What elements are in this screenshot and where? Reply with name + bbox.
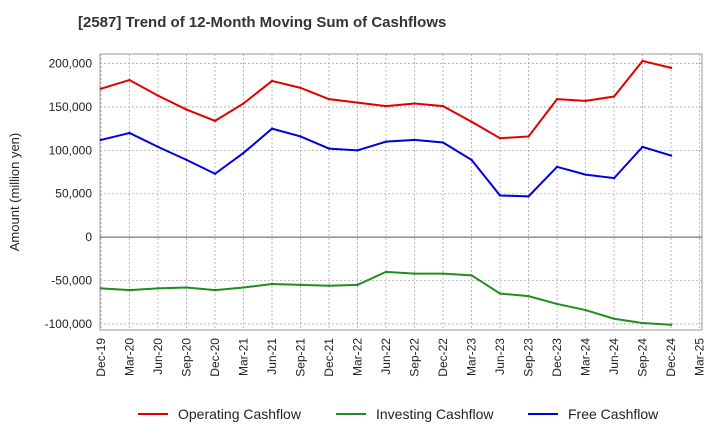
data-point [669, 323, 673, 326]
legend-label: Free Cashflow [568, 406, 659, 422]
x-tick-label: Sep-24 [636, 338, 650, 377]
data-point [555, 97, 559, 101]
data-point [99, 138, 103, 142]
data-point [128, 131, 131, 135]
data-point [584, 308, 587, 312]
data-point [441, 104, 445, 108]
data-point [128, 288, 131, 292]
y-tick-label: 50,000 [55, 187, 92, 201]
data-point [498, 136, 502, 140]
x-tick-label: Sep-20 [180, 338, 194, 377]
data-point [555, 165, 559, 169]
x-tick-label: Mar-25 [693, 338, 707, 376]
data-point [185, 108, 188, 111]
data-point [327, 147, 331, 150]
data-point [612, 317, 616, 320]
data-point [213, 288, 217, 292]
data-point [641, 321, 644, 325]
data-point [555, 302, 559, 306]
x-tick-label: Sep-23 [522, 338, 536, 377]
data-point [213, 119, 217, 123]
data-point [327, 284, 331, 287]
data-point [470, 158, 473, 162]
y-tick-label: -100,000 [45, 317, 93, 331]
x-tick-label: Dec-20 [208, 338, 222, 377]
x-tick-label: Jun-21 [265, 338, 279, 375]
y-tick-label: 200,000 [49, 57, 93, 71]
y-axis-title: Amount (million yen) [7, 133, 22, 252]
data-point [213, 172, 217, 175]
x-tick-label: Sep-21 [294, 338, 308, 377]
data-point [242, 102, 245, 105]
data-point [470, 274, 473, 277]
y-tick-label: 0 [85, 230, 92, 244]
chart-title: [2587] Trend of 12-Month Moving Sum of C… [78, 14, 447, 31]
x-tick-label: Jun-24 [607, 338, 621, 375]
x-tick-label: Jun-20 [151, 338, 165, 375]
data-point [413, 272, 416, 275]
x-tick-label: Dec-24 [664, 338, 678, 377]
data-point [498, 292, 502, 295]
data-point [356, 101, 359, 104]
data-point [584, 173, 587, 176]
y-tick-label: 150,000 [49, 100, 93, 114]
x-tick-label: Mar-22 [351, 338, 365, 376]
data-point [441, 272, 445, 275]
x-tick-label: Dec-23 [550, 338, 564, 377]
data-point [156, 145, 160, 149]
legend-label: Investing Cashflow [376, 406, 494, 422]
x-tick-label: Jun-22 [379, 338, 393, 375]
data-point [641, 145, 644, 149]
legend-label: Operating Cashflow [178, 406, 302, 422]
data-point [384, 104, 388, 108]
data-point [185, 286, 188, 289]
data-point [669, 66, 673, 70]
data-point [299, 86, 302, 90]
plot-area [99, 53, 703, 331]
data-point [128, 78, 131, 82]
data-point [356, 283, 359, 287]
x-tick-label: Dec-19 [94, 338, 108, 377]
data-point [99, 87, 103, 90]
data-point [384, 270, 388, 274]
data-point [185, 158, 188, 162]
x-tick-label: Jun-23 [493, 338, 507, 375]
data-point [584, 99, 587, 103]
data-point [156, 94, 160, 97]
data-point [413, 138, 416, 142]
data-point [299, 135, 302, 138]
data-point [498, 194, 502, 197]
x-tick-label: Mar-24 [579, 338, 593, 376]
data-point [441, 141, 445, 144]
data-point [612, 176, 616, 180]
x-tick-label: Sep-22 [408, 338, 422, 377]
x-tick-label: Mar-21 [237, 338, 251, 376]
data-point [612, 95, 616, 98]
y-tick-label: 100,000 [49, 143, 93, 157]
x-tick-label: Dec-21 [322, 338, 336, 377]
x-tick-label: Mar-23 [465, 338, 479, 376]
x-tick-label: Dec-22 [436, 338, 450, 377]
data-point [270, 79, 274, 83]
data-point [641, 59, 644, 63]
data-point [527, 135, 530, 138]
data-point [470, 120, 473, 123]
data-point [242, 286, 245, 289]
data-point [270, 127, 274, 130]
data-point [270, 282, 274, 286]
x-tick-label: Mar-20 [123, 338, 137, 376]
data-point [527, 294, 530, 298]
data-point [299, 283, 302, 287]
data-point [242, 151, 245, 155]
data-point [156, 287, 160, 290]
data-point [384, 140, 388, 143]
y-tick-label: -50,000 [51, 274, 92, 288]
data-point [527, 195, 530, 198]
data-point [356, 149, 359, 152]
data-point [327, 97, 331, 101]
data-point [669, 154, 673, 157]
data-point [413, 102, 416, 105]
data-point [99, 287, 103, 290]
